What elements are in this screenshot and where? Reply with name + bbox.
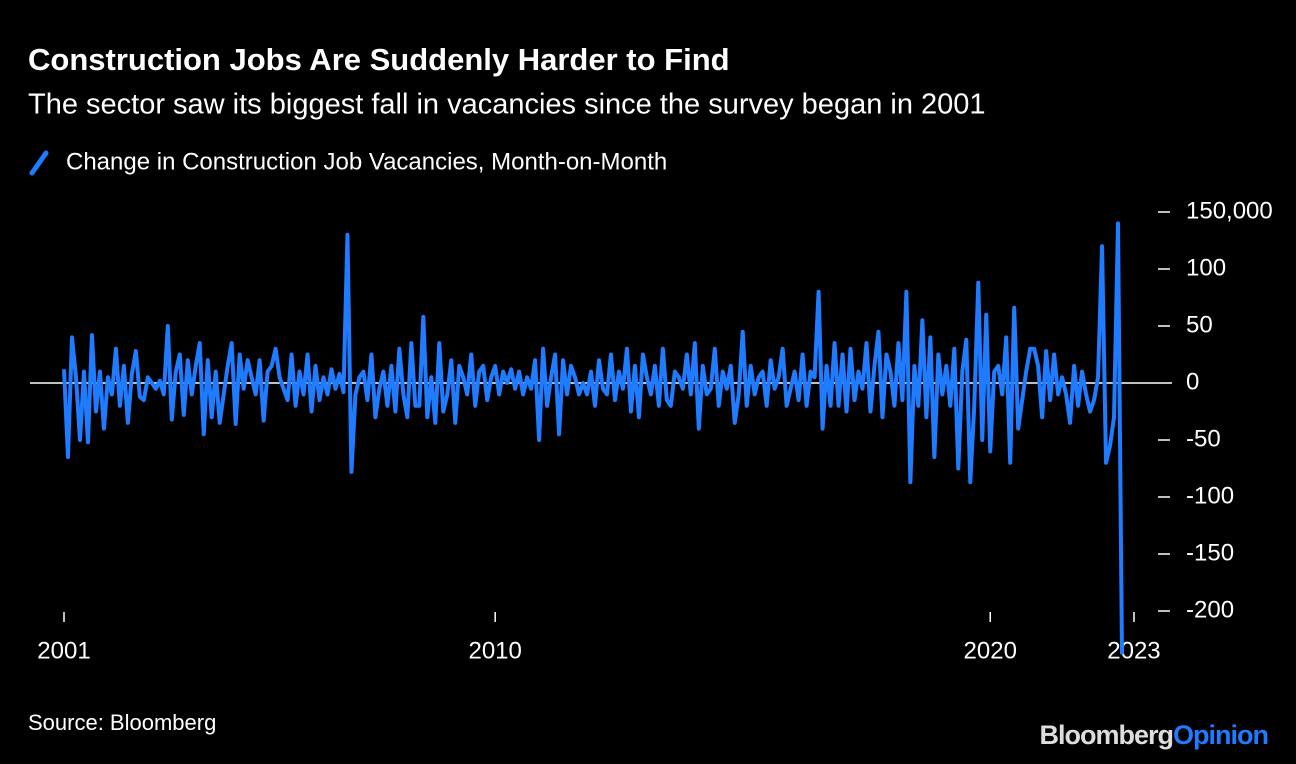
source: Source: Bloomberg — [28, 710, 216, 735]
y-tick-label: 0 — [1186, 368, 1199, 395]
chart-title: Construction Jobs Are Suddenly Harder to… — [28, 42, 730, 77]
chart-subtitle: The sector saw its biggest fall in vacan… — [28, 89, 986, 121]
y-tick-label: -150 — [1186, 539, 1234, 566]
brand-logo: BloombergOpinion — [1040, 720, 1269, 750]
y-tick-label: -50 — [1186, 425, 1221, 452]
y-tick-label: -200 — [1186, 596, 1234, 623]
y-tick-label: 50 — [1186, 311, 1213, 338]
x-tick-label: 2001 — [37, 637, 90, 664]
x-tick-label: 2023 — [1107, 637, 1160, 664]
brand-section: Opinion — [1173, 720, 1268, 750]
legend-label: Change in Construction Job Vacancies, Mo… — [66, 148, 667, 175]
x-tick-label: 2010 — [468, 637, 521, 664]
y-tick-label: 150,000 — [1186, 197, 1273, 224]
brand-name: Bloomberg — [1040, 720, 1174, 750]
y-tick-label: 100 — [1186, 254, 1226, 281]
data-line — [62, 221, 1124, 655]
legend-swatch — [29, 150, 49, 176]
y-tick-label: -100 — [1186, 482, 1234, 509]
x-tick-label: 2020 — [964, 637, 1017, 664]
